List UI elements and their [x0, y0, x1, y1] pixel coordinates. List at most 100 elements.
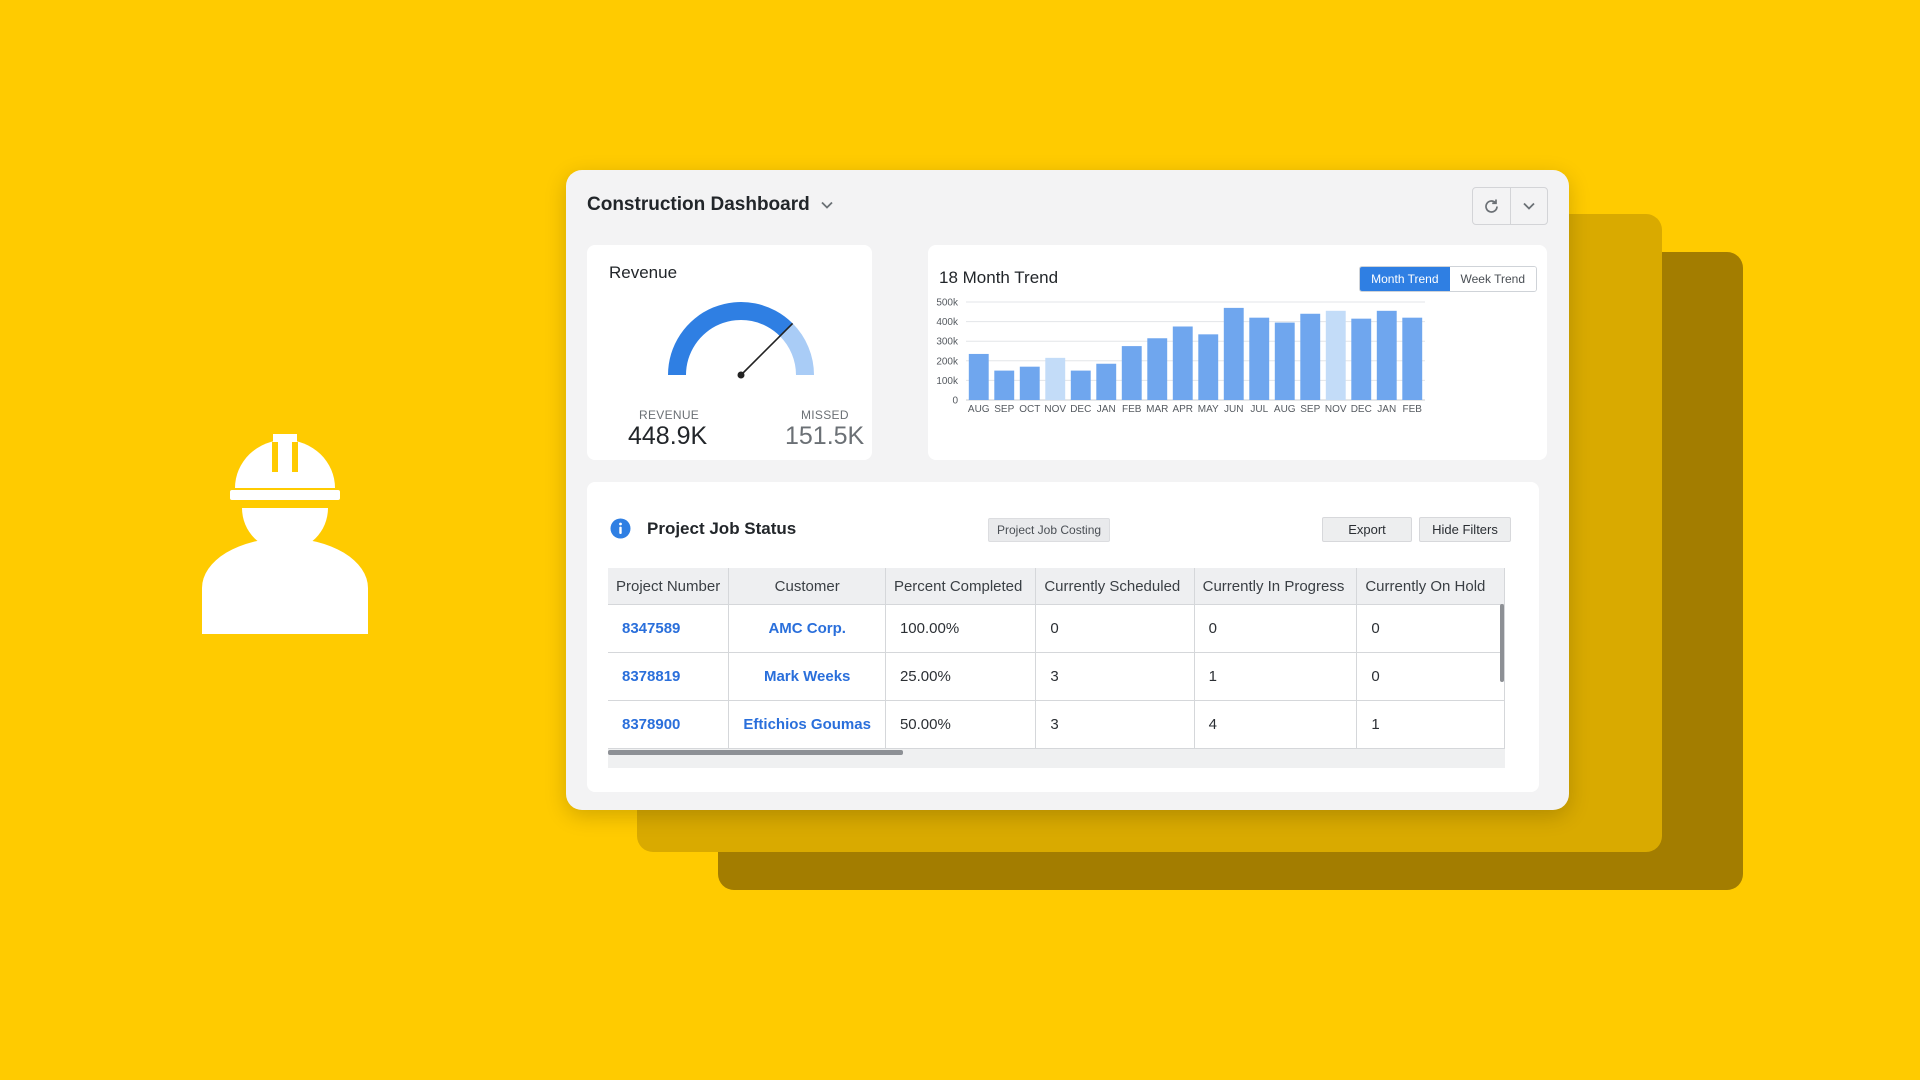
x-tick-label: JUL: [1250, 404, 1268, 415]
gauge-pivot: [737, 371, 745, 379]
customer-link[interactable]: AMC Corp.: [728, 604, 886, 653]
export-button[interactable]: Export: [1322, 517, 1412, 542]
gauge-needle: [740, 322, 794, 376]
y-tick-label: 500k: [936, 298, 959, 309]
chart-bar[interactable]: [1223, 307, 1244, 400]
tab-week-trend[interactable]: Week Trend: [1449, 267, 1536, 291]
x-tick-label: JUN: [1224, 404, 1243, 415]
x-tick-label: JAN: [1377, 404, 1396, 415]
customer-link[interactable]: Mark Weeks: [728, 652, 886, 701]
column-header[interactable]: Currently On Hold: [1356, 568, 1505, 605]
table-row[interactable]: 8347589 AMC Corp. 100.00% 0 0 0: [608, 604, 1505, 653]
chart-bar[interactable]: [1325, 310, 1346, 400]
y-tick-label: 400k: [936, 317, 959, 328]
construction-worker-icon: [202, 434, 368, 634]
project-job-status-title: Project Job Status: [647, 519, 797, 538]
revenue-panel: Revenue REVENUE 448.9K MISSED 151.5K: [587, 245, 872, 460]
x-tick-label: SEP: [994, 404, 1014, 415]
x-tick-label: MAY: [1198, 404, 1219, 415]
missed-value: 151.5K: [785, 422, 865, 450]
missed-label: MISSED: [801, 408, 849, 422]
project-job-status-panel: Project Job Status Project Job Costing E…: [587, 482, 1539, 792]
table-cell: 0: [1035, 604, 1195, 653]
chart-bar[interactable]: [1351, 318, 1372, 400]
x-tick-label: MAR: [1146, 404, 1168, 415]
chart-bar[interactable]: [1249, 317, 1270, 400]
table-cell: 25.00%: [885, 652, 1037, 701]
vertical-scrollbar[interactable]: [1500, 604, 1504, 682]
table-header-row: Project Number Customer Percent Complete…: [608, 568, 1505, 605]
table-cell: 1: [1194, 652, 1358, 701]
x-tick-label: OCT: [1019, 404, 1040, 415]
table-row[interactable]: 8378900 Eftichios Goumas 50.00% 3 4 1: [608, 700, 1505, 749]
y-tick-label: 200k: [936, 356, 959, 367]
x-tick-label: NOV: [1044, 404, 1066, 415]
customer-link[interactable]: Eftichios Goumas: [728, 700, 886, 749]
column-header[interactable]: Currently Scheduled: [1035, 568, 1195, 605]
chart-bar[interactable]: [1402, 317, 1423, 400]
table-cell: 4: [1194, 700, 1358, 749]
chart-bar[interactable]: [1096, 363, 1117, 400]
x-tick-label: APR: [1172, 404, 1193, 415]
chart-bar[interactable]: [1300, 313, 1321, 400]
hide-filters-button[interactable]: Hide Filters: [1419, 517, 1511, 542]
x-tick-label: DEC: [1070, 404, 1091, 415]
horizontal-scrollbar[interactable]: [608, 750, 903, 755]
filter-pill-project-job-costing[interactable]: Project Job Costing: [988, 518, 1111, 542]
project-number-link[interactable]: 8347589: [608, 604, 730, 653]
chart-bar[interactable]: [1376, 310, 1397, 400]
dashboard-title[interactable]: Construction Dashboard: [587, 194, 834, 216]
chevron-down-icon: [821, 201, 833, 209]
column-header[interactable]: Project Number: [608, 568, 730, 605]
table-row[interactable]: 8378819 Mark Weeks 25.00% 3 1 0: [608, 652, 1505, 701]
chart-bar[interactable]: [1045, 357, 1066, 400]
table-cell: 0: [1356, 652, 1505, 701]
column-header[interactable]: Currently In Progress: [1194, 568, 1358, 605]
x-tick-label: AUG: [1274, 404, 1296, 415]
chart-bar[interactable]: [1121, 346, 1142, 400]
chart-bar[interactable]: [1147, 338, 1168, 400]
refresh-icon: [1484, 199, 1498, 213]
table-cell: 3: [1035, 700, 1195, 749]
toolbar-group: [1472, 187, 1548, 225]
refresh-button[interactable]: [1473, 188, 1510, 224]
table-cell: 0: [1356, 604, 1505, 653]
trend-title: 18 Month Trend: [939, 268, 1059, 287]
chart-bar[interactable]: [968, 353, 989, 400]
chart-bar[interactable]: [1274, 322, 1295, 400]
table-cell: 50.00%: [885, 700, 1037, 749]
y-tick-label: 100k: [936, 376, 959, 387]
table-cell: 1: [1356, 700, 1505, 749]
column-header[interactable]: Customer: [728, 568, 886, 605]
chart-bar[interactable]: [1198, 334, 1219, 400]
project-number-link[interactable]: 8378900: [608, 700, 730, 749]
dashboard-title-text: Construction Dashboard: [587, 194, 810, 215]
x-tick-label: DEC: [1351, 404, 1372, 415]
table-cell: 100.00%: [885, 604, 1037, 653]
chart-bar[interactable]: [1070, 370, 1091, 400]
revenue-label: REVENUE: [639, 408, 700, 422]
job-table-container: Project Number Customer Percent Complete…: [608, 568, 1505, 768]
chevron-down-icon: [1523, 202, 1535, 210]
column-header[interactable]: Percent Completed: [885, 568, 1037, 605]
chart-bar[interactable]: [1019, 366, 1040, 400]
trend-chart: 0 100k 200k 300k 400k 500k AUG SEP OCT NOV DEC JAN F…: [936, 298, 1425, 415]
revenue-value: 448.9K: [628, 422, 708, 450]
tab-month-trend[interactable]: Month Trend: [1360, 267, 1450, 291]
options-dropdown-button[interactable]: [1509, 188, 1548, 224]
chart-bar[interactable]: [1172, 326, 1193, 401]
x-tick-label: NOV: [1325, 404, 1347, 415]
trend-toggle: Month Trend Week Trend: [1359, 266, 1537, 292]
revenue-gauge: [668, 302, 814, 379]
trend-panel: 0 100k 200k 300k 400k 500k AUG SEP OCT NOV DEC JAN F…: [928, 245, 1547, 460]
gauge-revenue-arc: [668, 302, 793, 375]
chart-bar[interactable]: [994, 370, 1015, 400]
y-tick-label: 300k: [936, 337, 959, 348]
x-tick-label: SEP: [1300, 404, 1320, 415]
table-cell: 0: [1194, 604, 1358, 653]
project-number-link[interactable]: 8378819: [608, 652, 730, 701]
x-tick-label: FEB: [1403, 404, 1423, 415]
info-icon[interactable]: [610, 518, 631, 539]
y-tick-label: 0: [952, 396, 958, 407]
gauge-missed-arc: [779, 323, 814, 375]
